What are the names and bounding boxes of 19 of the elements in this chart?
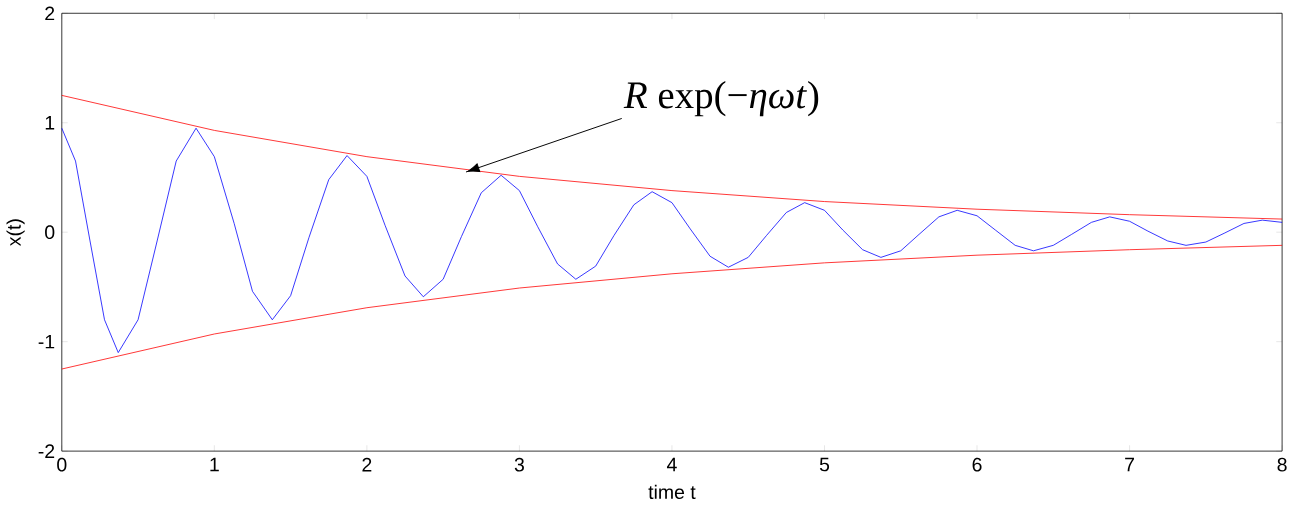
- y-tick-label: -1: [38, 335, 55, 349]
- x-tick-label: 8: [1277, 458, 1287, 472]
- y-tick-label: 1: [45, 116, 55, 130]
- x-tick-label: 7: [1125, 458, 1134, 472]
- line-series: [61, 245, 1283, 370]
- y-tick-label: 0: [45, 225, 55, 240]
- x-tick-label: 1: [210, 458, 219, 472]
- line-series: [61, 128, 1283, 354]
- x-tick-label: 0: [57, 458, 67, 472]
- x-axis-title: time t: [648, 484, 696, 500]
- x-tick-label: 5: [819, 458, 830, 472]
- x-tick-label: 2: [362, 458, 372, 472]
- y-tick-label: -2: [38, 444, 55, 459]
- y-axis-title: x(t): [6, 219, 25, 247]
- x-tick-label: 3: [514, 458, 524, 472]
- x-tick-label: 6: [972, 458, 982, 472]
- y-tick-label: 2: [45, 6, 55, 21]
- annotation: R exp(−ηωt): [623, 81, 819, 117]
- x-tick-label: 4: [666, 458, 677, 472]
